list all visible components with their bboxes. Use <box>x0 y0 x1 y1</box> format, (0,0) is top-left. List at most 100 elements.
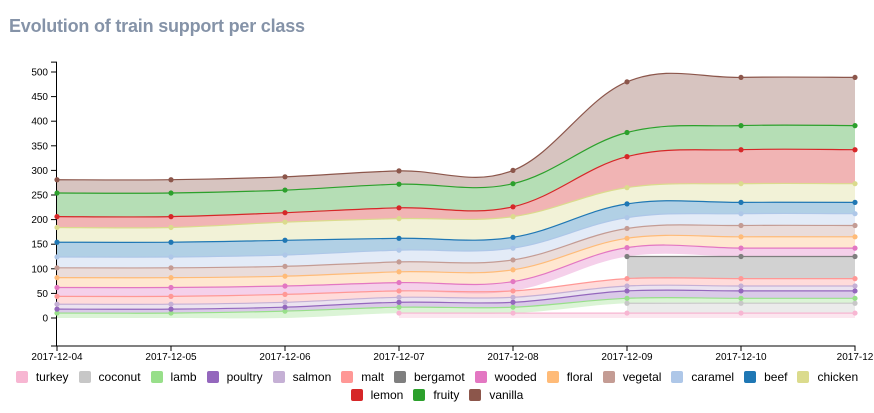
point-vegetal[interactable] <box>282 263 288 269</box>
legend-item-turkey[interactable]: turkey <box>15 368 69 386</box>
point-chicken[interactable] <box>510 214 516 220</box>
point-caramel[interactable] <box>624 215 630 221</box>
point-lamb[interactable] <box>510 304 516 310</box>
point-caramel[interactable] <box>396 247 402 253</box>
point-wooded[interactable] <box>624 245 630 251</box>
point-lemon[interactable] <box>282 210 288 216</box>
point-beef[interactable] <box>852 199 858 205</box>
point-caramel[interactable] <box>738 211 744 217</box>
point-fruity[interactable] <box>624 129 630 136</box>
point-vanilla[interactable] <box>168 177 174 183</box>
point-floral[interactable] <box>624 235 630 241</box>
point-vegetal[interactable] <box>54 265 60 271</box>
point-fruity[interactable] <box>396 181 402 187</box>
legend-item-poultry[interactable]: poultry <box>206 368 263 386</box>
point-fruity[interactable] <box>54 190 60 196</box>
point-lamb[interactable] <box>54 310 60 316</box>
point-lamb[interactable] <box>168 310 174 316</box>
point-vanilla[interactable] <box>396 168 402 174</box>
point-chicken[interactable] <box>54 224 60 231</box>
point-salmon[interactable] <box>168 301 174 307</box>
point-wooded[interactable] <box>738 245 744 251</box>
legend-item-salmon[interactable]: salmon <box>272 368 331 386</box>
point-malt[interactable] <box>624 276 630 282</box>
point-caramel[interactable] <box>510 245 516 251</box>
point-poultry[interactable] <box>396 299 402 305</box>
legend-item-lamb[interactable]: lamb <box>150 368 197 386</box>
legend-item-vanilla[interactable]: vanilla <box>469 386 523 404</box>
point-fruity[interactable] <box>510 181 516 187</box>
point-chicken[interactable] <box>168 224 174 231</box>
point-caramel[interactable] <box>852 211 858 217</box>
point-malt[interactable] <box>282 291 288 297</box>
point-lamb[interactable] <box>852 295 858 301</box>
point-salmon[interactable] <box>624 283 630 289</box>
point-bergamot[interactable] <box>852 253 858 260</box>
point-poultry[interactable] <box>852 288 858 294</box>
point-chicken[interactable] <box>282 219 288 225</box>
point-bergamot[interactable] <box>624 253 630 260</box>
point-malt[interactable] <box>510 288 516 294</box>
point-poultry[interactable] <box>168 306 174 312</box>
point-malt[interactable] <box>738 276 744 282</box>
legend-item-floral[interactable]: floral <box>546 368 593 386</box>
point-salmon[interactable] <box>738 283 744 289</box>
point-turkey[interactable] <box>738 310 744 316</box>
point-wooded[interactable] <box>168 284 174 291</box>
point-lamb[interactable] <box>624 295 630 301</box>
point-vanilla[interactable] <box>852 74 858 81</box>
point-lemon[interactable] <box>54 214 60 220</box>
point-chicken[interactable] <box>852 181 858 187</box>
point-salmon[interactable] <box>510 294 516 300</box>
point-lamb[interactable] <box>282 308 288 314</box>
point-chicken[interactable] <box>738 181 744 187</box>
legend-item-caramel[interactable]: caramel <box>671 368 734 386</box>
point-floral[interactable] <box>168 275 174 281</box>
point-salmon[interactable] <box>396 294 402 300</box>
point-floral[interactable] <box>282 273 288 279</box>
point-vegetal[interactable] <box>396 259 402 265</box>
point-malt[interactable] <box>168 293 174 299</box>
point-malt[interactable] <box>852 276 858 282</box>
point-vanilla[interactable] <box>738 74 744 81</box>
point-poultry[interactable] <box>282 304 288 310</box>
point-wooded[interactable] <box>396 279 402 286</box>
point-vanilla[interactable] <box>282 174 288 180</box>
point-poultry[interactable] <box>54 306 60 312</box>
point-poultry[interactable] <box>510 299 516 305</box>
legend-item-fruity[interactable]: fruity <box>413 386 459 404</box>
point-malt[interactable] <box>396 288 402 294</box>
point-chicken[interactable] <box>624 185 630 191</box>
point-lamb[interactable] <box>738 295 744 301</box>
point-wooded[interactable] <box>852 245 858 251</box>
point-coconut[interactable] <box>852 300 858 306</box>
point-turkey[interactable] <box>624 310 630 316</box>
point-beef[interactable] <box>282 237 288 243</box>
point-vanilla[interactable] <box>54 177 60 183</box>
point-chicken[interactable] <box>396 216 402 222</box>
point-vanilla[interactable] <box>624 79 630 85</box>
point-lemon[interactable] <box>396 205 402 211</box>
point-malt[interactable] <box>54 293 60 299</box>
legend-item-wooded[interactable]: wooded <box>474 368 537 386</box>
point-beef[interactable] <box>54 239 60 245</box>
point-fruity[interactable] <box>168 190 174 196</box>
point-lemon[interactable] <box>168 214 174 220</box>
point-lemon[interactable] <box>510 204 516 210</box>
point-caramel[interactable] <box>282 252 288 258</box>
point-floral[interactable] <box>510 267 516 273</box>
point-lamb[interactable] <box>396 304 402 310</box>
point-lemon[interactable] <box>624 154 630 160</box>
point-vegetal[interactable] <box>168 265 174 271</box>
point-poultry[interactable] <box>624 288 630 294</box>
point-vegetal[interactable] <box>852 222 858 229</box>
point-salmon[interactable] <box>282 299 288 305</box>
point-turkey[interactable] <box>396 310 402 316</box>
point-beef[interactable] <box>510 234 516 240</box>
point-caramel[interactable] <box>54 254 60 260</box>
point-beef[interactable] <box>738 199 744 205</box>
point-vegetal[interactable] <box>738 222 744 229</box>
point-wooded[interactable] <box>54 284 60 291</box>
legend-item-bergamot[interactable]: bergamot <box>393 368 465 386</box>
legend-item-lemon[interactable]: lemon <box>350 386 403 404</box>
